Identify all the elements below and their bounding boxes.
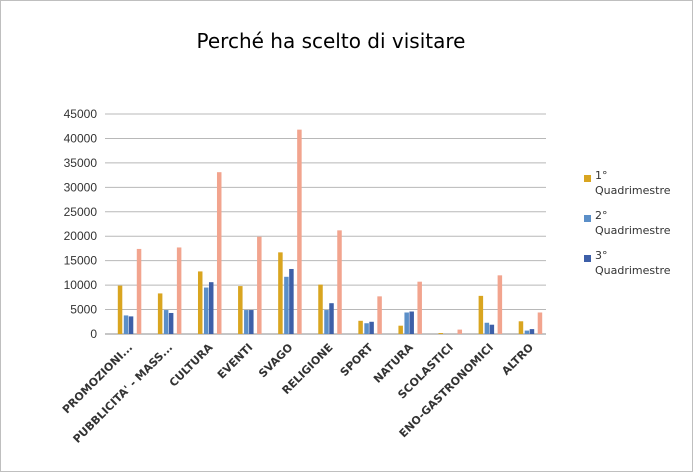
- bar: [364, 323, 369, 334]
- y-tick-label: 5000: [70, 303, 97, 317]
- bar: [518, 321, 524, 334]
- bar: [524, 330, 530, 334]
- bar: [136, 248, 142, 334]
- bar: [203, 287, 209, 334]
- bar: [249, 310, 254, 334]
- bar: [208, 282, 214, 334]
- legend: 1° Quadrimestre 2° Quadrimestre 3° Quadrimest…: [584, 169, 671, 277]
- legend-label: 1° Quadrimestre: [595, 169, 671, 197]
- bar: [409, 311, 414, 334]
- x-tick-label: CULTURA: [167, 341, 216, 390]
- bar: [529, 329, 535, 334]
- bar: [278, 252, 283, 334]
- y-tick-label: 35000: [64, 156, 98, 170]
- bar: [297, 129, 302, 334]
- legend-label: 3° Quadrimestre: [595, 249, 671, 277]
- bar: [284, 276, 289, 334]
- bar: [324, 310, 329, 334]
- y-tick-label: 15000: [64, 254, 98, 268]
- bar: [238, 286, 243, 334]
- bar: [377, 296, 382, 334]
- bar: [197, 271, 203, 334]
- x-tick-label: ALTRO: [499, 341, 536, 378]
- bar: [478, 295, 484, 334]
- bar: [128, 316, 134, 334]
- bar: [257, 236, 262, 334]
- bar: [404, 312, 409, 334]
- x-tick-label: EVENTI: [215, 341, 256, 382]
- bars: [117, 129, 543, 334]
- bar: [216, 172, 222, 334]
- legend-label: 2° Quadrimestre: [595, 209, 671, 237]
- bar: [489, 324, 495, 334]
- bar: [123, 315, 129, 334]
- bar: [398, 325, 403, 334]
- y-tick-label: 10000: [64, 278, 98, 292]
- bar: [244, 310, 249, 334]
- bar: [537, 312, 543, 334]
- bar: [157, 293, 163, 334]
- y-tick-label: 30000: [64, 180, 98, 194]
- x-tick-label: SPORT: [338, 341, 376, 379]
- bar: [168, 312, 174, 334]
- legend-swatch: [584, 255, 591, 262]
- legend-swatch: [584, 215, 591, 222]
- bar: [417, 281, 422, 334]
- bar: [484, 322, 490, 334]
- bar: [329, 303, 334, 334]
- bar: [163, 310, 169, 334]
- bar: [497, 275, 503, 334]
- y-tick-label: 20000: [64, 229, 98, 243]
- y-tick-label: 25000: [64, 205, 98, 219]
- bar: [289, 268, 294, 334]
- bar: [337, 230, 342, 334]
- bar: [176, 247, 182, 334]
- bar: [117, 285, 123, 334]
- bar: [438, 333, 444, 334]
- x-tick-label: PROMOZIONI...: [60, 341, 135, 416]
- x-tick-label: SVAGO: [256, 341, 295, 380]
- chart-title: Perché ha scelto di visitare: [196, 29, 466, 53]
- bar: [318, 284, 323, 334]
- legend-swatch: [584, 175, 591, 182]
- bar: [358, 320, 363, 334]
- y-tick-label: 40000: [64, 131, 98, 145]
- bar: [369, 321, 374, 334]
- bar: [457, 329, 463, 334]
- y-tick-label: 0: [90, 327, 97, 341]
- y-tick-label: 45000: [64, 107, 98, 121]
